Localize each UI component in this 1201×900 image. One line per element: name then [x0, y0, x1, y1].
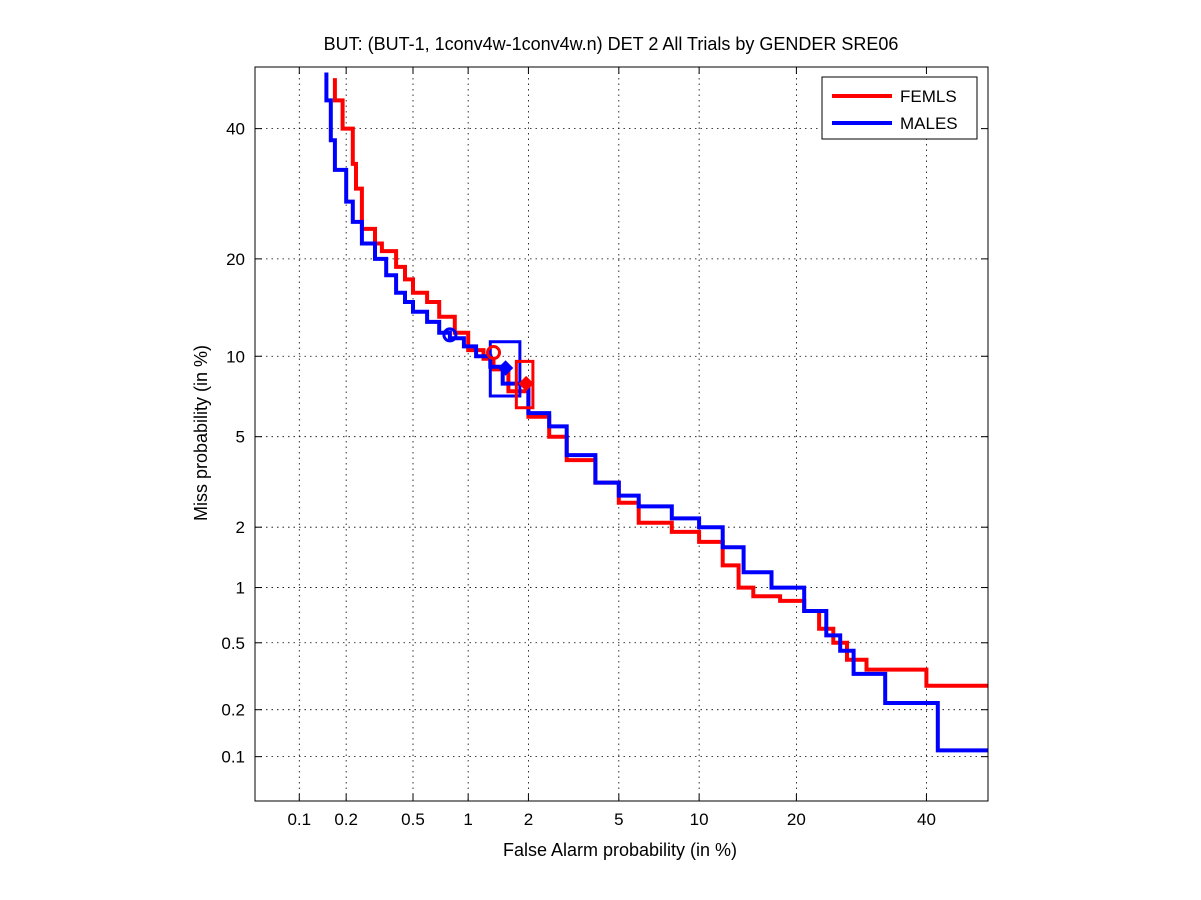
y-tick-label: 10 — [226, 347, 245, 366]
marker-circle-femls — [486, 345, 502, 361]
x-tick-label: 0.1 — [287, 810, 311, 829]
legend: FEMLS MALES — [821, 76, 978, 140]
series-line-males — [324, 72, 988, 753]
marker-diamond-femls — [518, 375, 534, 392]
x-tick-label: 20 — [787, 810, 806, 829]
legend-label-males: MALES — [900, 114, 958, 133]
confidence-box-femls — [514, 359, 535, 410]
marker-diamond-males — [497, 360, 514, 376]
marker-layer — [442, 327, 535, 410]
y-tick-label: 0.1 — [221, 748, 245, 767]
marker-circle-males — [442, 327, 458, 343]
x-tick-label: 10 — [690, 810, 709, 829]
legend-box — [821, 76, 978, 140]
y-axis-title: Miss probability (in %) — [191, 345, 211, 521]
axis-ticks: 0.1 0.2 0.5 1 2 5 10 20 40 0.1 0.2 0.5 1 2 5 10 20 40 — [221, 67, 988, 829]
y-tick-label: 1 — [236, 579, 245, 598]
y-tick-label: 2 — [236, 518, 245, 537]
x-tick-label: 2 — [524, 810, 533, 829]
x-axis-title: False Alarm probability (in %) — [503, 840, 737, 860]
confidence-box-males — [488, 340, 522, 398]
plot-area — [254, 66, 989, 802]
x-tick-label: 1 — [463, 810, 472, 829]
y-tick-label: 5 — [236, 428, 245, 447]
y-tick-label: 20 — [226, 250, 245, 269]
x-tick-label: 0.5 — [401, 810, 425, 829]
x-tick-label: 5 — [614, 810, 623, 829]
y-tick-label: 40 — [226, 120, 245, 139]
grid-lines — [255, 67, 988, 801]
y-tick-label: 0.5 — [221, 634, 245, 653]
y-tick-label: 0.2 — [221, 701, 245, 720]
x-tick-label: 40 — [917, 810, 936, 829]
chart-title: BUT: (BUT-1, 1conv4w-1conv4w.n) DET 2 Al… — [324, 34, 899, 54]
legend-label-femls: FEMLS — [900, 87, 957, 106]
x-tick-label: 0.2 — [334, 810, 358, 829]
series-layer — [324, 72, 988, 753]
